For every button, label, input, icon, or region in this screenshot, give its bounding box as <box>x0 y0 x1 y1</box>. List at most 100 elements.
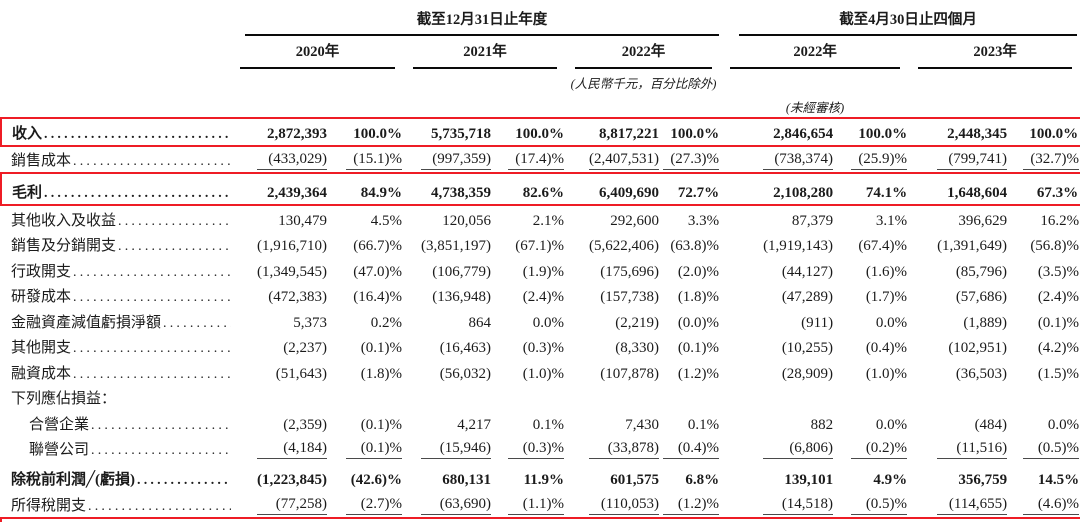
percent-cell: (25.9)% <box>833 146 909 174</box>
row-label: 毛利 <box>0 172 231 206</box>
value-cell: (2,237) <box>283 340 327 356</box>
table-row: 銷售成本(433,029)(15.1)%(997,359)(17.4)%(2,4… <box>1 146 1080 174</box>
value-cell: (4,184) <box>231 436 327 462</box>
percent-cell: 4.4% <box>833 516 910 522</box>
value-cell: (3,851,197) <box>421 238 491 254</box>
value-cell: (1,391,649) <box>937 238 1008 254</box>
percent-cell: (0.1)% <box>677 340 720 356</box>
value-cell: (2,219) <box>615 314 659 331</box>
percent-cell: (1.1)% <box>491 491 566 518</box>
dot-leader <box>71 366 231 383</box>
dot-leader <box>89 442 231 459</box>
table-row: 其他開支 (2,237) (0.1)% (16,463) (0.3)% (8,330) (0… <box>1 334 1080 360</box>
value-cell: 396,629 <box>958 212 1008 229</box>
percent-cell: (0.2)% <box>833 436 909 462</box>
value-cell: 616,441 <box>404 516 491 522</box>
table-header: 截至12月31日止年度 截至4月30日止四個月 2020年 2021年 2022年 202… <box>1 4 1080 118</box>
table-row: 聯營公司(4,184)(0.1)%(15,946)(0.3)%(33,878)(… <box>1 436 1080 462</box>
value-cell: (484) <box>974 416 1008 433</box>
dot-leader <box>89 417 231 434</box>
value-cell: (5,622,406) <box>589 238 659 254</box>
dot-leader <box>42 126 231 143</box>
value-cell: 2,108,280 <box>721 172 834 206</box>
percent-cell: 84.9% <box>327 172 404 206</box>
financial-table: 截至12月31日止年度 截至4月30日止四個月 2020年 2021年 2022年 202… <box>0 4 1080 522</box>
percent-cell: 16.2% <box>1040 212 1080 229</box>
currency-unit-note: (人民幣千元，百分比除外) <box>570 77 717 91</box>
value-cell: (433,029) <box>231 146 327 174</box>
value-cell: (107,878) <box>600 365 659 382</box>
percent-cell: 100.0% <box>833 117 910 147</box>
table-body: 收入2,872,393100.0%5,735,718100.0%8,817,22… <box>0 117 1080 522</box>
percent-cell: 4.5% <box>370 212 402 229</box>
percent-cell: (32.7)% <box>1007 146 1080 174</box>
unaudited-note-row: (未經審核) <box>1 93 1080 118</box>
period-group-annual: 截至12月31日止年度 <box>245 4 720 36</box>
row-label: 收入 <box>0 117 231 147</box>
value-cell: 2,846,654 <box>721 117 834 147</box>
value-cell: 882 <box>810 416 834 433</box>
value-cell: (36,503) <box>955 365 1008 382</box>
value-cell: 6,409,690 <box>566 172 659 206</box>
row-label: 研發成本 <box>1 283 231 309</box>
value-cell: (472,383) <box>268 289 327 305</box>
dot-leader <box>71 153 231 170</box>
value-cell: 491,522 <box>566 516 659 522</box>
value-cell: (911) <box>801 314 834 331</box>
value-cell: (11,516) <box>909 436 1008 462</box>
value-cell: (44,127) <box>781 263 834 280</box>
value-cell: 4,738,359 <box>404 172 491 206</box>
value-cell: (47,289) <box>781 289 834 305</box>
percent-cell: (4.6)% <box>1007 491 1080 518</box>
row-label: 銷售及分銷開支 <box>1 232 231 258</box>
percent-cell: (1.5)% <box>1037 365 1080 382</box>
percent-cell: 11.9% <box>523 472 564 488</box>
year-column-header: 2020年 <box>240 36 395 69</box>
value-cell: 242,104 <box>909 516 1008 522</box>
value-cell: 124,583 <box>721 516 834 522</box>
value-cell: 1,648,604 <box>909 172 1008 206</box>
percent-cell: 9.9% <box>1007 516 1080 522</box>
value-cell: (136,948) <box>432 289 491 305</box>
dot-leader <box>116 213 231 230</box>
value-cell: 8,817,221 <box>566 117 659 147</box>
percent-cell: 0.1% <box>532 416 564 433</box>
percent-cell: (66.7)% <box>353 238 402 254</box>
percent-cell: (63.8)% <box>670 238 720 254</box>
value-cell: 2,439,364 <box>231 172 327 206</box>
percent-cell: 3.1% <box>875 212 908 229</box>
percent-cell: 3.3% <box>687 212 720 229</box>
percent-cell: 74.1% <box>833 172 910 206</box>
percent-cell: (67.4)% <box>858 238 908 254</box>
percent-cell: (0.1)% <box>1037 314 1080 331</box>
percent-cell: 72.7% <box>659 172 722 206</box>
value-cell: (738,374) <box>721 146 834 174</box>
percent-cell: (2.0)% <box>677 263 720 280</box>
percent-cell: 2.1% <box>532 212 564 229</box>
value-cell: (799,741) <box>909 146 1008 174</box>
value-cell: (57,686) <box>955 289 1008 305</box>
table-row: 合營企業 (2,359) (0.1)% 4,217 0.1% 7,430 0.1% 882 0.… <box>1 410 1080 436</box>
percent-cell: 100.0% <box>491 117 566 147</box>
value-cell: (15,946) <box>404 436 491 462</box>
unaudited-note: (未經審核) <box>785 101 845 115</box>
row-label: 其他開支 <box>1 334 231 360</box>
percent-cell: (1.6)% <box>865 263 908 280</box>
year-header-row: 2020年 2021年 2022年 2022年 2023年 <box>1 36 1080 69</box>
percent-cell: (1.9)% <box>522 263 564 280</box>
percent-cell: 82.6% <box>491 172 566 206</box>
row-label: 年╱期內利潤╱(虧損) <box>0 516 231 522</box>
period-group-four-months: 截至4月30日止四個月 <box>739 4 1078 36</box>
value-cell: 356,759 <box>958 472 1008 488</box>
value-cell: (106,779) <box>432 263 491 280</box>
dot-leader <box>71 264 231 281</box>
percent-cell: (67.1)% <box>515 238 564 254</box>
value-cell: (28,909) <box>781 365 834 382</box>
value-cell: 292,600 <box>610 212 659 229</box>
percent-cell: 10.7% <box>491 516 566 522</box>
dot-leader <box>116 238 231 255</box>
row-label: 銷售成本 <box>1 146 231 174</box>
value-cell: (1,223,845) <box>257 472 327 488</box>
value-cell: (6,806) <box>721 436 834 462</box>
percent-cell: (0.0)% <box>677 314 720 331</box>
